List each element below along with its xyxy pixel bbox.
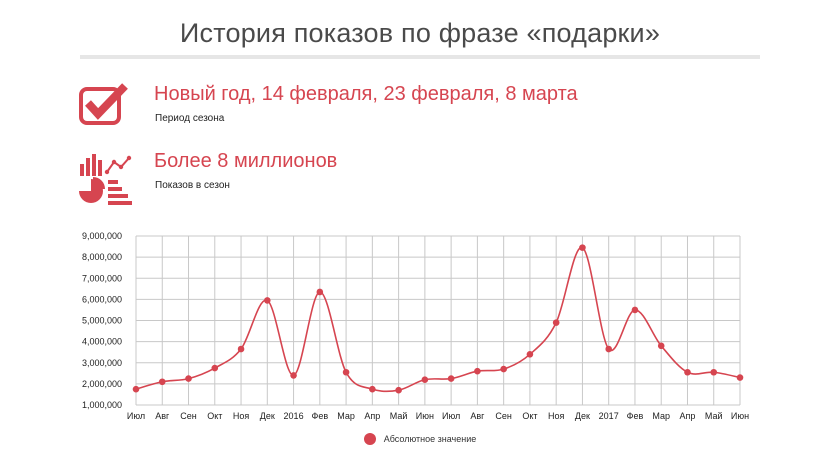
legend-marker	[363, 433, 376, 445]
data-point	[316, 288, 324, 296]
x-tick-label: Май	[390, 411, 408, 421]
y-tick-label: 9,000,000	[82, 231, 122, 241]
y-tick-label: 7,000,000	[82, 273, 122, 283]
season-headline: Новый год, 14 февраля, 23 февраля, 8 мар…	[154, 83, 578, 105]
y-tick-label: 3,000,000	[82, 358, 122, 368]
data-point	[211, 364, 219, 372]
data-point	[237, 345, 245, 353]
data-point	[290, 372, 297, 379]
data-point	[447, 375, 455, 382]
shows-caption: Показов в сезон	[155, 180, 230, 191]
data-point	[158, 378, 166, 386]
x-tick-label: Окт	[522, 411, 537, 421]
y-tick-label: 8,000,000	[82, 252, 122, 262]
x-tick-label: Мар	[337, 411, 355, 421]
x-tick-label: Апр	[364, 411, 380, 421]
y-tick-label: 1,000,000	[82, 400, 122, 410]
x-tick-label: Фев	[312, 411, 329, 421]
data-point	[605, 345, 612, 353]
x-tick-label: Авг	[155, 411, 170, 421]
data-point	[500, 365, 507, 373]
data-point	[684, 368, 691, 376]
data-point	[710, 368, 718, 376]
data-point	[342, 368, 350, 376]
x-tick-label: Ноя	[548, 411, 565, 421]
x-tick-label: Апр	[680, 411, 696, 421]
x-tick-label: Дек	[575, 411, 590, 421]
charts-infographic-icon	[78, 150, 138, 211]
x-tick-label: Май	[705, 411, 723, 421]
data-point	[657, 342, 665, 350]
x-tick-label: Фев	[627, 411, 644, 421]
x-tick-label: Сен	[495, 411, 512, 421]
y-tick-label: 2,000,000	[82, 379, 122, 389]
data-point	[526, 351, 534, 358]
y-tick-label: 5,000,000	[82, 316, 122, 326]
data-point	[421, 376, 429, 383]
x-tick-label: Сен	[180, 411, 197, 421]
x-tick-label: 2017	[599, 411, 619, 421]
x-tick-label: Июн	[731, 411, 749, 421]
page-title: История показов по фразе «подарки»	[179, 18, 661, 48]
data-point	[264, 297, 271, 304]
y-tick-label: 4,000,000	[82, 337, 122, 347]
data-point	[631, 306, 639, 314]
shows-headline: Более 8 миллионов	[154, 150, 338, 172]
x-tick-label: Июл	[127, 411, 145, 421]
x-tick-label: Мар	[652, 411, 670, 421]
line-chart: 1,000,000 2,000,000 3,000,000 4,000,000 5,00…	[82, 231, 749, 421]
x-tick-label: Июн	[416, 411, 434, 421]
data-point	[736, 374, 744, 381]
data-point	[395, 386, 402, 394]
x-tick-label: Авг	[470, 411, 485, 421]
legend-label: Абсолютное значение	[383, 434, 477, 444]
data-point	[369, 385, 376, 393]
title-divider	[80, 55, 760, 59]
checkbox-check-icon	[78, 83, 130, 132]
y-tick-label: 6,000,000	[82, 294, 122, 304]
data-point	[474, 367, 481, 375]
data-point	[552, 319, 560, 326]
data-point	[132, 385, 140, 393]
data-point	[579, 244, 586, 251]
x-tick-label: Ноя	[233, 411, 250, 421]
chart-legend: Абсолютное значение	[0, 433, 840, 445]
x-tick-label: Дек	[260, 411, 275, 421]
x-tick-label: Июл	[442, 411, 460, 421]
data-point	[185, 375, 192, 382]
x-tick-label: Окт	[207, 411, 222, 421]
season-caption: Период сезона	[155, 113, 225, 124]
x-tick-label: 2016	[284, 411, 304, 421]
series-line	[135, 246, 741, 393]
